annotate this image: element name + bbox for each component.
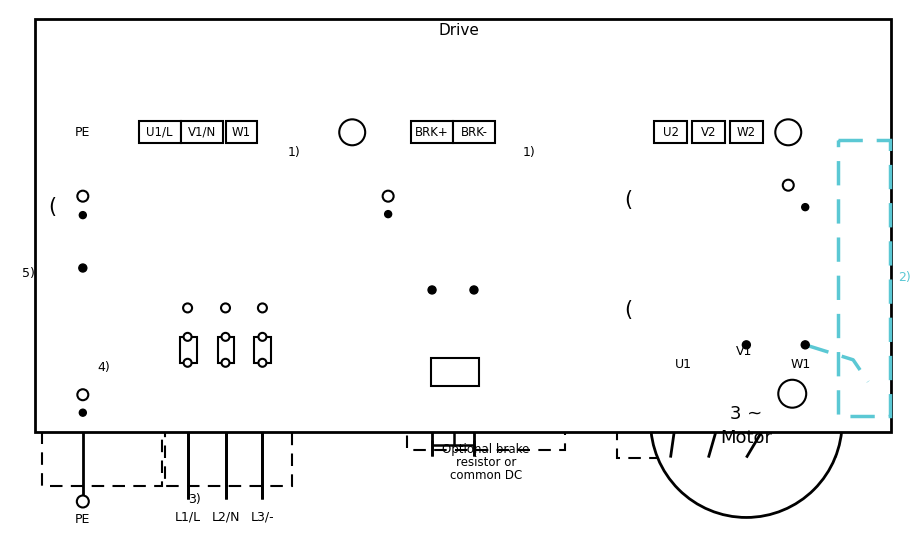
Bar	[692, 121, 725, 143]
Text: L3/-: L3/-	[251, 511, 274, 524]
Circle shape	[778, 380, 806, 407]
Circle shape	[339, 119, 365, 145]
Text: BRK-: BRK-	[460, 126, 487, 139]
Bar	[654, 121, 687, 143]
Text: V1: V1	[736, 345, 752, 358]
Text: W1: W1	[232, 126, 251, 139]
Text: resistor or: resistor or	[456, 456, 517, 469]
Circle shape	[183, 304, 192, 312]
Bar	[52, 144, 283, 266]
Text: U1: U1	[675, 358, 692, 372]
Text: BRK+: BRK+	[415, 126, 449, 139]
Circle shape	[221, 304, 230, 312]
Text: 1): 1)	[287, 146, 300, 159]
Bar	[35, 18, 891, 431]
Bar	[617, 268, 836, 458]
Circle shape	[384, 211, 392, 218]
Circle shape	[470, 286, 478, 294]
Text: (: (	[47, 197, 56, 217]
Text: PE: PE	[75, 513, 90, 526]
Circle shape	[259, 333, 266, 341]
Circle shape	[221, 333, 230, 341]
Text: Motor: Motor	[721, 429, 773, 447]
Circle shape	[184, 359, 191, 367]
Text: common DC: common DC	[450, 469, 522, 482]
Text: Optional brake: Optional brake	[442, 443, 529, 456]
Circle shape	[184, 333, 191, 341]
Text: U2: U2	[662, 126, 679, 139]
Bar	[179, 337, 197, 363]
Bar	[407, 268, 565, 449]
Circle shape	[742, 341, 751, 349]
Bar	[138, 121, 180, 143]
Circle shape	[221, 359, 230, 367]
Text: V2: V2	[701, 126, 716, 139]
Circle shape	[77, 191, 88, 202]
Text: 2): 2)	[898, 271, 911, 285]
Circle shape	[802, 203, 809, 211]
Circle shape	[77, 390, 88, 400]
Circle shape	[650, 326, 842, 517]
Text: 3): 3)	[189, 493, 201, 506]
Bar	[431, 358, 479, 386]
Circle shape	[79, 264, 87, 272]
Circle shape	[383, 191, 394, 202]
Text: 3 ~: 3 ~	[731, 405, 763, 423]
Circle shape	[783, 180, 793, 191]
Bar	[180, 121, 222, 143]
Bar	[411, 121, 453, 143]
Bar	[838, 140, 890, 416]
Text: L1/L: L1/L	[175, 511, 200, 524]
Text: L2/N: L2/N	[211, 511, 240, 524]
Circle shape	[802, 341, 809, 349]
Circle shape	[77, 496, 88, 508]
Bar	[634, 144, 831, 266]
Text: W2: W2	[737, 126, 756, 139]
Text: 1): 1)	[523, 146, 536, 159]
Bar	[165, 268, 292, 486]
Text: W1: W1	[790, 358, 811, 372]
Bar	[387, 144, 519, 266]
Text: V1/N: V1/N	[188, 126, 216, 139]
Circle shape	[79, 212, 87, 219]
Circle shape	[259, 359, 266, 367]
Bar	[226, 121, 258, 143]
Circle shape	[258, 304, 267, 312]
Text: (: (	[625, 300, 632, 320]
Text: PE: PE	[75, 126, 90, 139]
Circle shape	[79, 409, 87, 416]
Text: 4): 4)	[97, 361, 110, 374]
Bar	[218, 337, 234, 363]
Bar	[42, 268, 161, 486]
Bar	[254, 337, 271, 363]
Text: Drive: Drive	[438, 23, 479, 38]
Bar	[730, 121, 763, 143]
Circle shape	[428, 286, 436, 294]
Text: (: (	[625, 190, 632, 210]
Text: U1/L: U1/L	[147, 126, 173, 139]
Circle shape	[775, 119, 802, 145]
Text: 5): 5)	[22, 268, 35, 281]
Bar	[453, 121, 495, 143]
